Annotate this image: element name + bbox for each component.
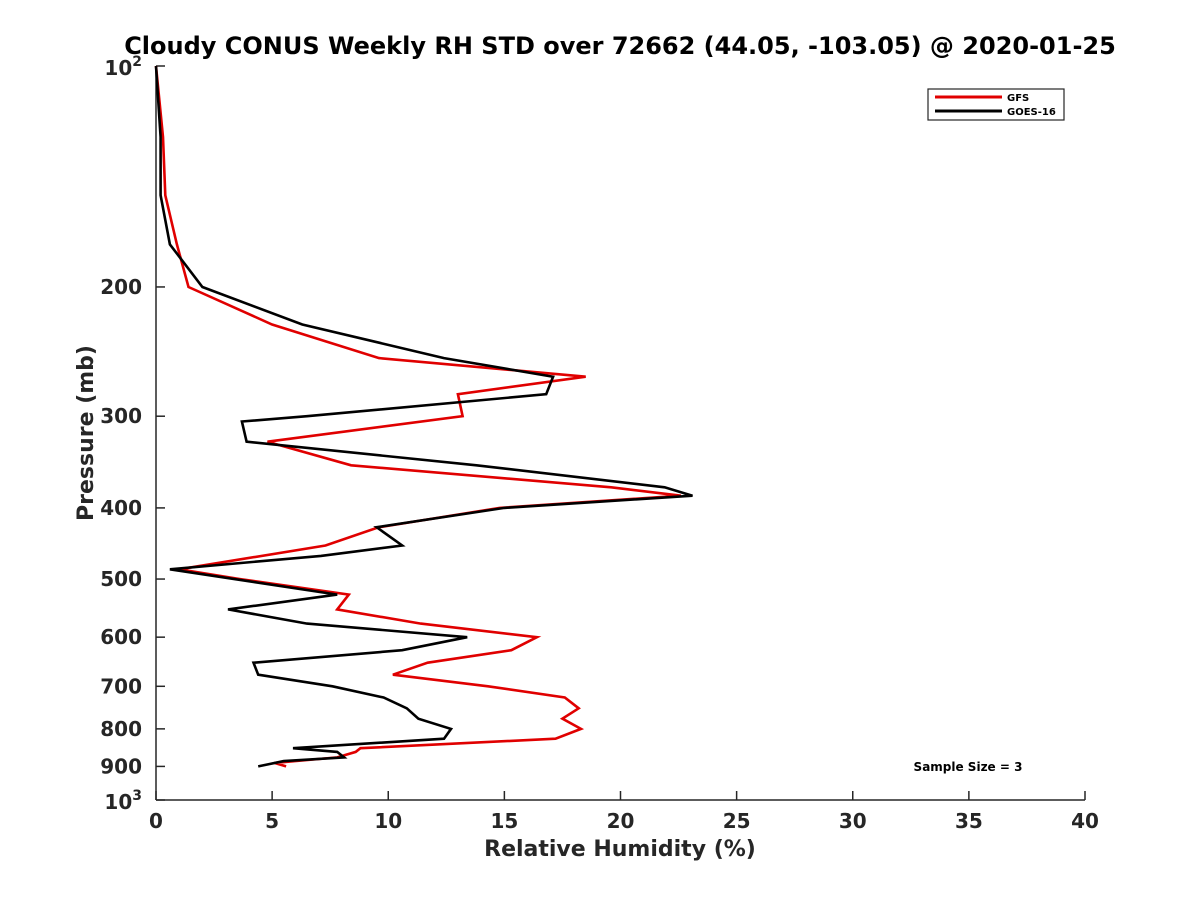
y-tick-label-power: 102 — [104, 54, 142, 80]
y-tick-label: 900 — [100, 754, 142, 778]
legend-label-goes16: GOES-16 — [1007, 107, 1056, 118]
chart-title: Cloudy CONUS Weekly RH STD over 72662 (4… — [124, 32, 1116, 60]
legend-box — [927, 88, 1065, 121]
x-tick-label: 20 — [607, 809, 635, 833]
legend: GFS GOES-16 — [927, 88, 1065, 121]
x-tick-label: 35 — [955, 809, 983, 833]
y-tick-base: 10 — [104, 790, 132, 814]
x-tick-label: 40 — [1071, 809, 1099, 833]
y-tick-label: 200 — [100, 275, 142, 299]
y-tick-label-power: 103 — [104, 788, 142, 814]
series-line-goes16 — [154, 65, 693, 768]
y-tick-label: 300 — [100, 404, 142, 428]
y-tick-label: 700 — [100, 674, 142, 698]
sample-size-annotation: Sample Size = 3 — [914, 760, 1023, 774]
y-tick-label: 400 — [100, 496, 142, 520]
series-lines — [154, 65, 693, 768]
x-axis-label: Relative Humidity (%) — [484, 837, 756, 862]
x-tick-label: 0 — [149, 809, 163, 833]
y-tick-label: 800 — [100, 717, 142, 741]
x-tick-label: 15 — [490, 809, 518, 833]
y-tick-label: 600 — [100, 625, 142, 649]
y-tick-exponent: 2 — [132, 54, 142, 70]
y-tick-base: 10 — [104, 56, 132, 80]
legend-label-gfs: GFS — [1007, 93, 1029, 104]
x-tick-label: 25 — [723, 809, 751, 833]
y-axis-label: Pressure (mb) — [74, 345, 99, 521]
x-tick-label: 30 — [839, 809, 867, 833]
x-tick-label: 10 — [374, 809, 402, 833]
y-tick-exponent: 3 — [132, 788, 142, 804]
x-ticks: 0 5 10 15 20 25 30 35 40 — [149, 791, 1099, 833]
x-tick-label: 5 — [265, 809, 279, 833]
y-tick-label: 500 — [100, 567, 142, 591]
axes — [155, 66, 1085, 801]
series-line-gfs — [154, 65, 682, 768]
